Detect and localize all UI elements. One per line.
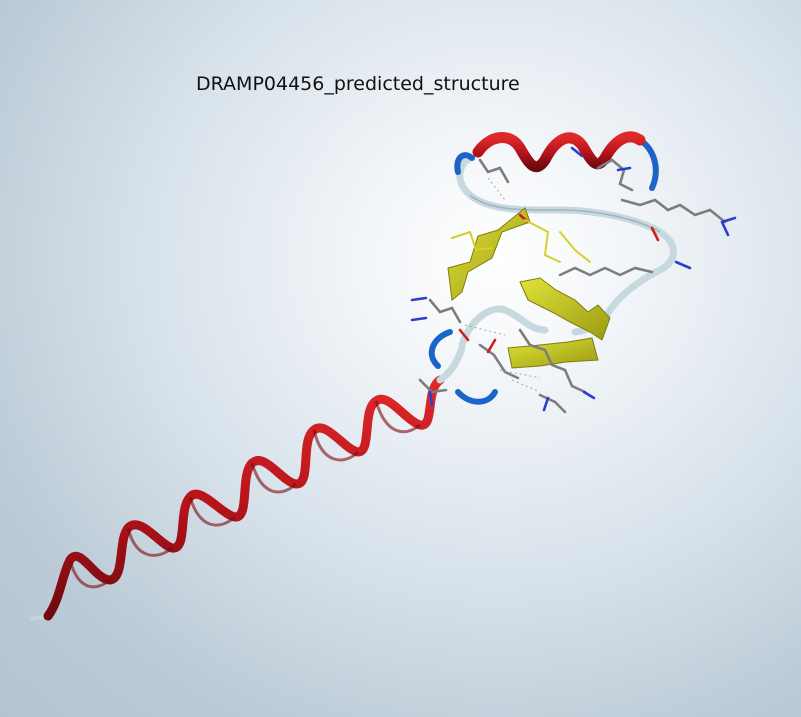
helix-ribbon [43, 375, 445, 621]
side-chain-sticks [410, 146, 737, 414]
hydrogen-bonds [464, 177, 541, 393]
short-alpha-helix [472, 131, 646, 172]
helix-ribbon-back [68, 400, 421, 589]
long-alpha-helix [29, 375, 445, 621]
structure-title: DRAMP04456_predicted_structure [196, 73, 520, 95]
turn-segments [428, 137, 659, 405]
beta-sheets [447, 207, 611, 369]
